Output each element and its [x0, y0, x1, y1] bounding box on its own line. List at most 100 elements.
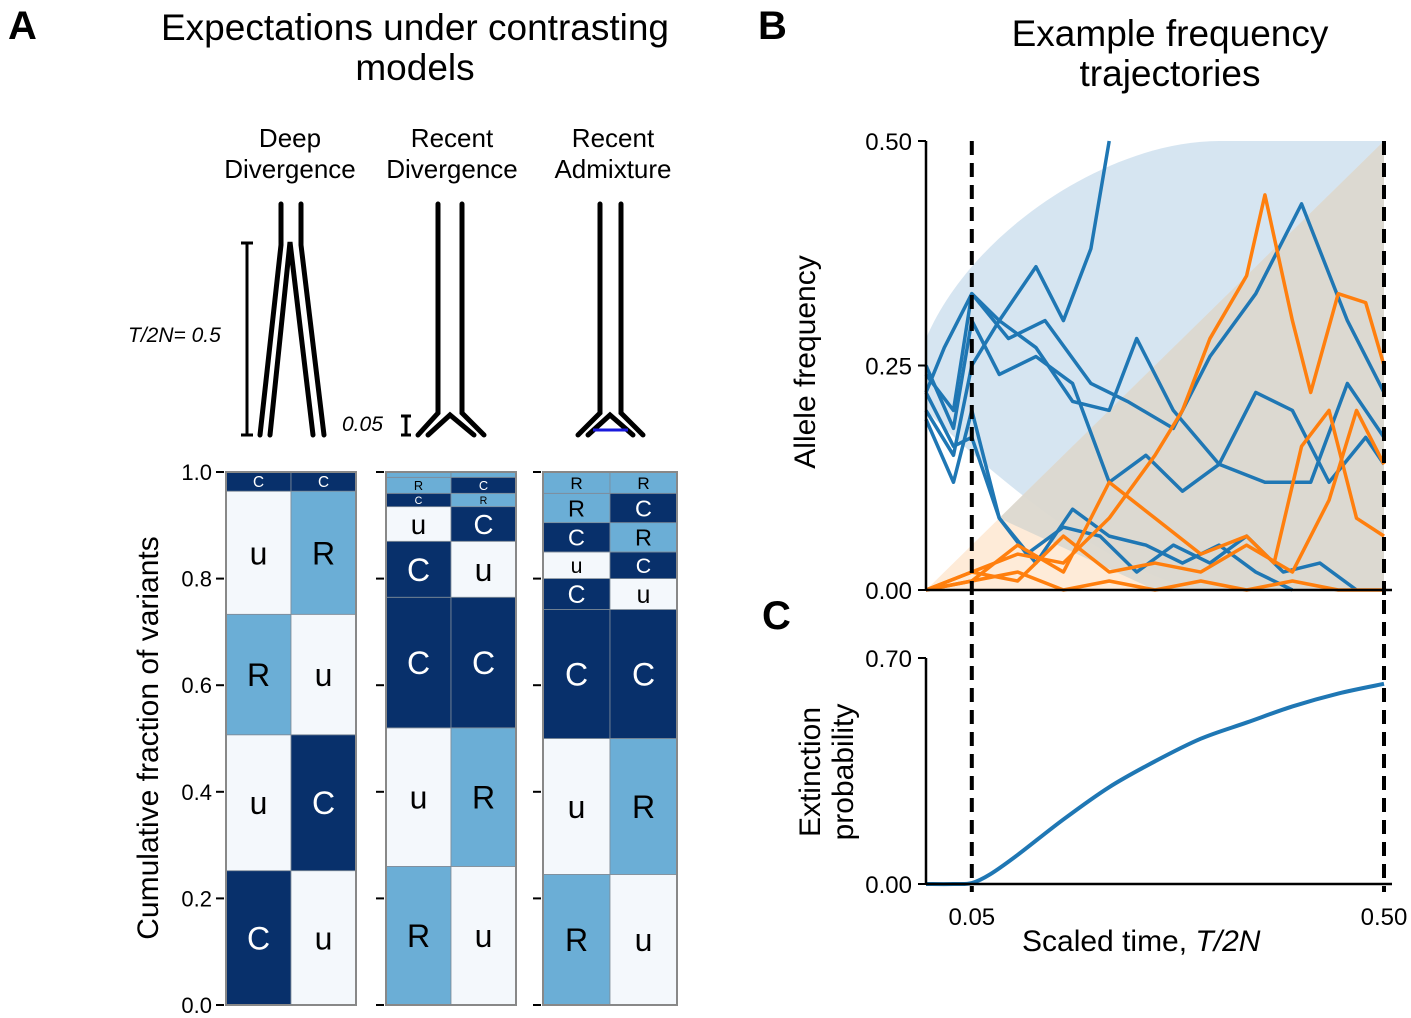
extinction-probability-curve	[925, 681, 1385, 887]
panel-b-letter: B	[758, 4, 787, 48]
stack-cell-u	[225, 490, 292, 615]
panel-a-y-label: Cumulative fraction of variants	[132, 536, 165, 940]
trajectory-blue-4	[924, 318, 1386, 493]
model-label-line2: Divergence	[386, 154, 518, 184]
panel-b-title: Example frequency trajectories	[960, 14, 1380, 94]
panel-c-letter: C	[762, 594, 791, 638]
stack-cell-label: C	[565, 657, 588, 693]
model-label-recent-divergence: Recent Divergence	[372, 123, 532, 185]
stack-cell-label: u	[637, 582, 651, 609]
stack-cell-C	[609, 609, 678, 739]
y-tick-label: 0.00	[865, 872, 912, 899]
tree-branch	[585, 411, 636, 438]
panel-c-plot: 0.00 0.70 0.05 0.50	[865, 600, 1407, 931]
model-label-line2: Divergence	[224, 154, 356, 184]
y-tick-label: 0.25	[865, 354, 912, 381]
stack-cell-label: R	[472, 780, 495, 816]
model-label-deep-divergence: Deep Divergence	[210, 123, 370, 185]
model-label-line2: Admixture	[554, 154, 672, 184]
stack-cell-label: R	[480, 495, 488, 507]
band-overlap	[999, 141, 1384, 590]
trajectory-blue-6	[924, 391, 1294, 592]
stack-cell-R	[542, 874, 611, 1006]
y-tick-label: 0.00	[865, 578, 912, 605]
tree-branch	[459, 201, 487, 438]
panel-b-title-line2: trajectories	[1079, 53, 1261, 94]
model-label-line1: Recent	[571, 123, 655, 153]
stack-cell-label: C	[415, 495, 423, 507]
stack-cell-u	[609, 874, 678, 1006]
stack-cell-label: R	[247, 657, 270, 693]
y-tick-label: 1.0	[181, 460, 212, 485]
trajectory-blue-1	[924, 140, 1111, 394]
stack-cell-R	[609, 738, 678, 875]
panel-b-plot: 0.00 0.25 0.50	[865, 129, 1392, 605]
y-tick-label: 0.0	[181, 993, 212, 1018]
stack-cell-u	[542, 551, 611, 580]
scale-label-recent: 0.05	[342, 413, 383, 436]
stack-cell-label: u	[635, 922, 653, 958]
y-tick-label: 0.50	[865, 129, 912, 156]
stack-cell-R	[450, 727, 517, 867]
stack-cell-label: C	[479, 478, 488, 493]
panel-a-title-line2: models	[355, 47, 475, 88]
tree-branch	[257, 201, 284, 438]
trajectory-blue-5	[924, 408, 1358, 592]
tree-branch	[575, 201, 603, 438]
stack-cell-label: u	[250, 785, 268, 821]
stack-cell-label: R	[570, 474, 582, 493]
trajectory-blue-3	[924, 318, 1386, 484]
stack-cell-label: C	[568, 582, 586, 609]
stack-cell-label: C	[407, 645, 430, 681]
model-label-line1: Deep	[258, 123, 322, 153]
panel-a-y-axis: 0.0 0.2 0.4 0.6 0.8 1.0	[181, 460, 541, 1018]
panel-b-y-label: Allele frequency	[789, 255, 822, 468]
stack-cell-R	[542, 492, 611, 524]
trajectory-orange-1	[925, 193, 1386, 592]
stack-cell-C	[290, 734, 357, 872]
stack-cell-C	[609, 551, 678, 580]
stack-cell-C	[450, 596, 517, 729]
stack-cell-u	[290, 870, 357, 1006]
stack-cell-label: u	[571, 554, 583, 578]
stack-cell-u	[225, 734, 292, 872]
panel-a-letter: A	[8, 4, 37, 48]
stack-cell-label: u	[315, 657, 333, 693]
stack-cell-C	[385, 540, 452, 598]
model-label-recent-admixture: Recent Admixture	[533, 123, 693, 185]
model-label-line1: Recent	[410, 123, 494, 153]
stack-cell-label: C	[407, 552, 430, 588]
stack-cell-label: R	[632, 789, 655, 825]
tree-branch	[618, 201, 646, 438]
x-tick-label: 0.05	[948, 904, 995, 931]
y-tick-label: 0.70	[865, 646, 912, 673]
scale-bar-deep	[241, 241, 253, 437]
stack-cell-label: R	[312, 535, 335, 571]
stack-cell-label: C	[632, 657, 655, 693]
panel-c-y-label-line2: probability	[827, 704, 860, 841]
stack-frame	[385, 471, 517, 1006]
x-tick-label: 0.50	[1361, 904, 1408, 931]
tree-branch	[298, 201, 327, 438]
stack-cell-label: R	[568, 495, 585, 521]
stack-cell-label: C	[318, 474, 329, 491]
stack-cell-label: u	[250, 535, 268, 571]
stack-cell-label: C	[253, 474, 264, 491]
stack-cell-C	[542, 609, 611, 739]
stack-cell-label: C	[473, 509, 493, 540]
tree-branch	[267, 241, 316, 438]
stack-cell-label: C	[568, 525, 585, 551]
stack-cell-label: R	[635, 525, 652, 551]
stack-cell-C	[225, 870, 292, 1006]
panel-a-title: Expectations under contrasting models	[120, 8, 710, 88]
trajectory-orange-2	[925, 408, 1385, 592]
stack-cell-u	[609, 578, 678, 610]
stack-cell-label: C	[312, 785, 335, 821]
scale-label-deep: T/2N= 0.5	[128, 324, 221, 347]
tree-deep-divergence	[257, 201, 327, 438]
